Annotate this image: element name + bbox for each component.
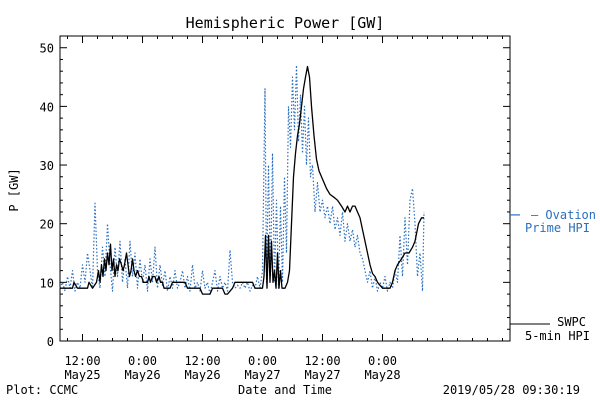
x-tick-label-time: 0:00 <box>368 354 397 368</box>
plot-credit: Plot: CCMC <box>6 383 78 397</box>
x-tick-label-date: May25 <box>64 368 100 382</box>
y-tick-label: 20 <box>40 218 54 232</box>
y-axis-label: P [GW] <box>7 168 21 211</box>
swpc-legend-label: SWPC <box>557 315 586 329</box>
chart-title: Hemispheric Power [GW] <box>186 14 385 32</box>
x-tick-label-date: May28 <box>364 368 400 382</box>
x-tick-label-time: 12:00 <box>184 354 220 368</box>
x-tick-label-date: May26 <box>124 368 160 382</box>
y-tick-label: 50 <box>40 42 54 56</box>
swpc-legend-label-2: 5-min HPI <box>525 329 590 343</box>
series-layer <box>59 64 425 295</box>
x-tick-label-date: May27 <box>304 368 340 382</box>
x-tick-label-time: 12:00 <box>64 354 100 368</box>
ovation-legend-label-2: Prime HPI <box>525 221 590 235</box>
timestamp: 2019/05/28 09:30:19 <box>443 383 580 397</box>
x-tick-label-time: 0:00 <box>128 354 157 368</box>
axes: 0102030405012:00May250:00May2612:00May26… <box>40 35 511 382</box>
y-tick-label: 10 <box>40 276 54 290</box>
y-tick-label: 40 <box>40 100 54 114</box>
x-tick-label-time: 0:00 <box>248 354 277 368</box>
x-axis-label: Date and Time <box>238 383 332 397</box>
swpc-series-line <box>60 65 424 295</box>
ovation-legend-label: — Ovation <box>531 208 596 222</box>
x-tick-label-time: 12:00 <box>304 354 340 368</box>
x-tick-label-date: May27 <box>244 368 280 382</box>
ovation-prime-series-line <box>59 64 425 295</box>
y-tick-label: 30 <box>40 159 54 173</box>
x-tick-label-date: May26 <box>184 368 220 382</box>
y-tick-label: 0 <box>47 335 54 349</box>
